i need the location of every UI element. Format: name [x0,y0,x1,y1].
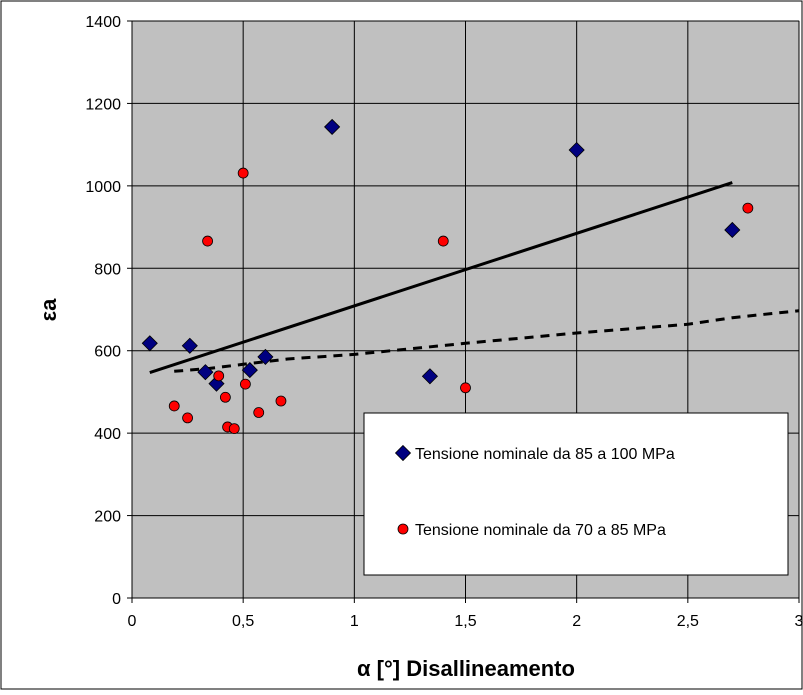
circle-point [275,395,287,407]
x-tick-label: 0,5 [232,613,254,630]
legend: Tensione nominale da 85 a 100 MPa Tensio… [363,412,789,576]
legend-markers [394,444,412,535]
circle-point [228,423,240,435]
y-tick-label: 1400 [85,14,121,31]
circle-point [237,167,249,179]
x-tick-label: 2 [572,613,581,630]
diamond-point [257,348,274,365]
y-tick-label: 1000 [85,179,121,196]
circle-point [213,370,225,382]
y-tick-label: 600 [94,344,121,361]
circle-point [202,235,213,247]
diamond-point [197,364,214,381]
x-tick-label: 0 [128,613,137,630]
circle-point [742,202,754,214]
diamond-point [568,141,585,159]
diamond-point [324,118,341,135]
circle-point [182,412,193,424]
axes: 0 0,5 1 1,5 2 2,5 3 0 200 400 600 800 1000 1200 1400 [85,14,803,630]
circle-point [239,378,251,390]
circle-point [253,407,265,418]
diamond-point [724,221,741,239]
diamond-point [181,337,198,354]
solid-trend-line [149,181,733,375]
legend-box [363,412,789,576]
y-tick-label: 800 [94,261,121,278]
x-tick-label: 1 [350,613,359,630]
circle-point [437,235,449,247]
y-axis-title: εa [36,298,61,321]
y-tick-label: 0 [112,591,121,608]
circle-point [460,382,471,394]
data-points [141,118,754,435]
y-tick-label: 200 [94,509,121,526]
x-tick-label: 1,5 [454,613,476,630]
diamond-point [421,368,438,385]
y-tick-label: 1200 [85,96,121,113]
circle-point [168,400,180,412]
legend-label-series-1: Tensione nominale da 85 a 100 MPa [415,446,675,463]
y-tick-label: 400 [94,426,121,443]
dashed-trend-line [174,309,800,373]
x-tick-label: 3 [795,613,803,630]
x-axis-title: α [°] Disallineamento [357,656,575,681]
trend-lines [149,181,800,375]
diamond-point [141,335,158,352]
x-tick-label: 2,5 [677,613,699,630]
legend-circle-marker [397,523,409,535]
diamond-point [241,362,258,379]
legend-label-series-2: Tensione nominale da 70 a 85 MPa [415,522,666,539]
circle-point [219,391,231,403]
legend-diamond-marker [394,444,412,462]
